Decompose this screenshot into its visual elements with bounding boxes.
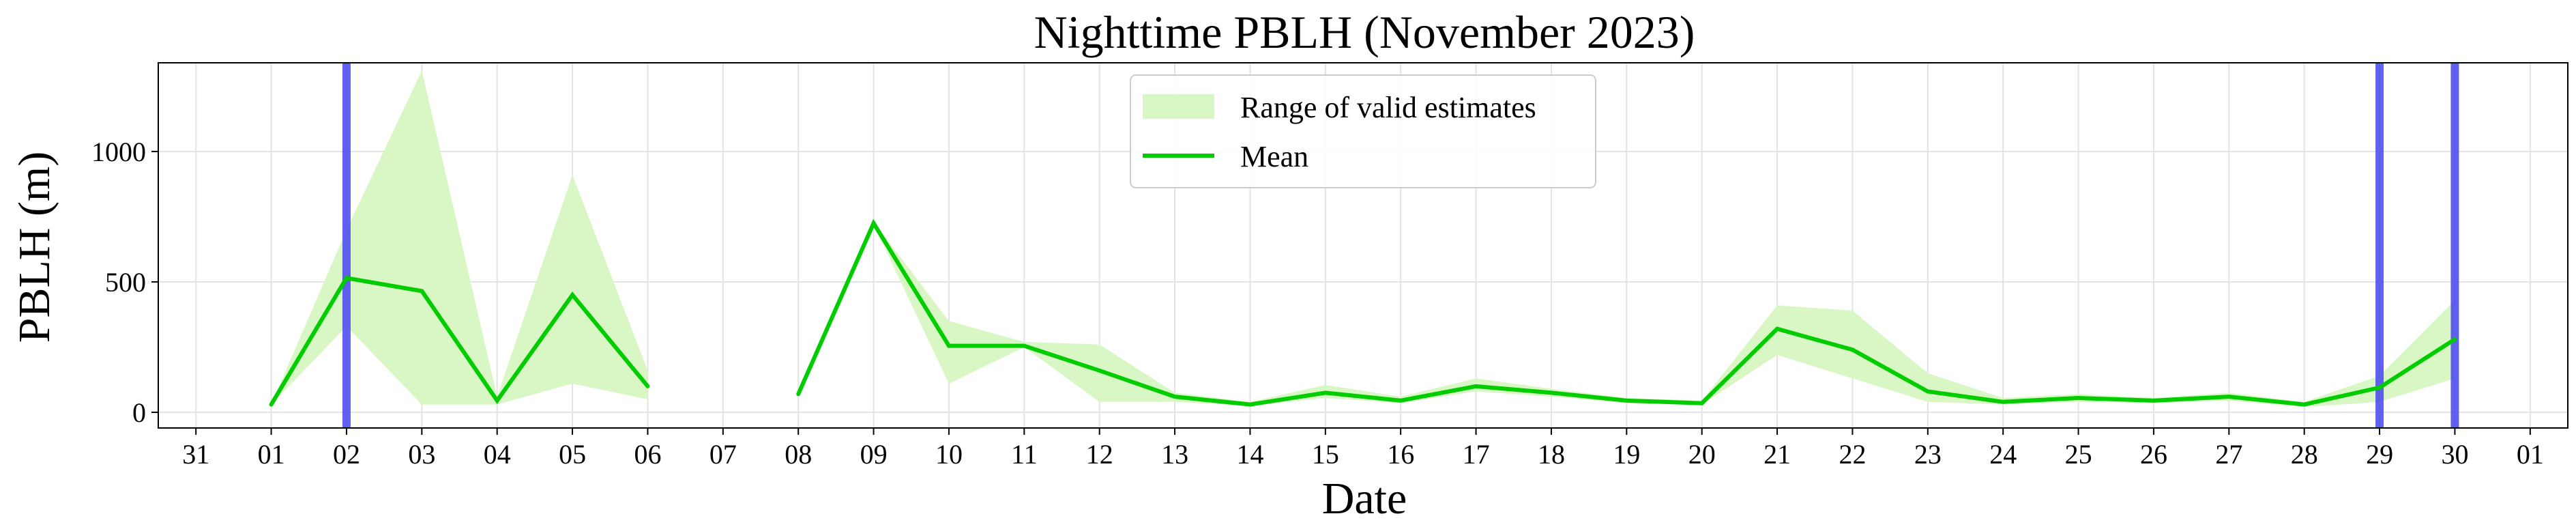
mean-point (1699, 401, 1704, 405)
mean-point (1925, 389, 1930, 394)
x-tick-label: 31 (182, 439, 209, 470)
x-tick-label: 06 (634, 439, 661, 470)
mean-point (1624, 398, 1629, 403)
mean-point (2001, 399, 2006, 404)
mean-point (2076, 396, 2081, 401)
x-tick-label: 21 (1763, 439, 1791, 470)
x-tick-label: 29 (2366, 439, 2393, 470)
x-tick-label: 25 (2065, 439, 2092, 470)
mean-point (2302, 402, 2307, 407)
x-tick-label: 30 (2441, 439, 2468, 470)
x-tick-label: 07 (709, 439, 737, 470)
y-tick-label: 1000 (91, 137, 146, 167)
x-tick-label: 03 (408, 439, 435, 470)
mean-point (2377, 385, 2382, 390)
vertical-marker-layer (342, 63, 2459, 428)
mean-point (344, 276, 349, 281)
mean-point (495, 398, 499, 403)
mean-point (2151, 398, 2156, 403)
mean-point (1474, 384, 1478, 388)
y-axis-ticks: 0 500 1000 (91, 137, 158, 428)
x-tick-label: 01 (258, 439, 285, 470)
x-tick-label: 19 (1613, 439, 1640, 470)
x-tick-label: 14 (1236, 439, 1263, 470)
mean-line-layer (269, 218, 2457, 407)
legend: Range of valid estimates Mean (1130, 74, 1596, 188)
x-tick-label: 23 (1914, 439, 1942, 470)
mean-point (1248, 402, 1253, 407)
mean-point (2227, 395, 2231, 399)
x-tick-label: 10 (935, 439, 963, 470)
x-tick-label: 16 (1387, 439, 1414, 470)
x-tick-label: 22 (1839, 439, 1866, 470)
x-tick-label: 11 (1011, 439, 1038, 470)
mean-point (1399, 398, 1403, 403)
x-axis-ticks: 31 01 02 03 04 05 06 07 08 09 10 11 12 13 14 15 16 17 18 19… (182, 428, 2544, 470)
x-tick-label: 05 (559, 439, 586, 470)
mean-point (1097, 368, 1102, 373)
chart-title: Nighttime PBLH (November 2023) (1034, 6, 1695, 58)
mean-point (1775, 326, 1780, 331)
mean-point (1173, 395, 1177, 399)
x-tick-label: 01 (2517, 439, 2544, 470)
mean-point (946, 343, 951, 348)
x-tick-label: 28 (2291, 439, 2318, 470)
legend-band-swatch (1143, 94, 1214, 119)
x-tick-label: 18 (1538, 439, 1565, 470)
mean-point (1850, 347, 1855, 352)
x-tick-label: 13 (1161, 439, 1188, 470)
x-tick-label: 08 (785, 439, 812, 470)
mean-line (269, 275, 649, 406)
mean-point (645, 384, 650, 388)
x-tick-label: 27 (2215, 439, 2242, 470)
x-tick-label: 17 (1463, 439, 1490, 470)
mean-point (796, 392, 801, 397)
x-tick-label: 26 (2140, 439, 2167, 470)
y-tick-label: 500 (105, 267, 146, 298)
mean-point (269, 402, 274, 407)
mean-point (1549, 390, 1553, 395)
legend-box (1130, 74, 1596, 188)
mean-point (1323, 390, 1328, 395)
y-tick-label: 0 (132, 397, 146, 428)
legend-label-range: Range of valid estimates (1240, 91, 1536, 124)
x-tick-label: 24 (1989, 439, 2017, 470)
y-axis-title: PBLH (m) (10, 152, 59, 343)
mean-point (2453, 337, 2457, 342)
x-tick-label: 09 (860, 439, 888, 470)
mean-point (420, 289, 424, 294)
x-tick-label: 04 (484, 439, 511, 470)
x-axis-title: Date (1322, 474, 1407, 524)
range-band (271, 70, 648, 405)
mean-point (570, 293, 575, 298)
legend-label-mean: Mean (1240, 140, 1308, 173)
x-tick-label: 02 (333, 439, 360, 470)
x-tick-label: 20 (1688, 439, 1716, 470)
mean-point (871, 221, 876, 226)
x-tick-label: 15 (1312, 439, 1339, 470)
mean-point (1022, 343, 1027, 348)
x-tick-label: 12 (1086, 439, 1113, 470)
plot-area-frame (158, 62, 2568, 429)
